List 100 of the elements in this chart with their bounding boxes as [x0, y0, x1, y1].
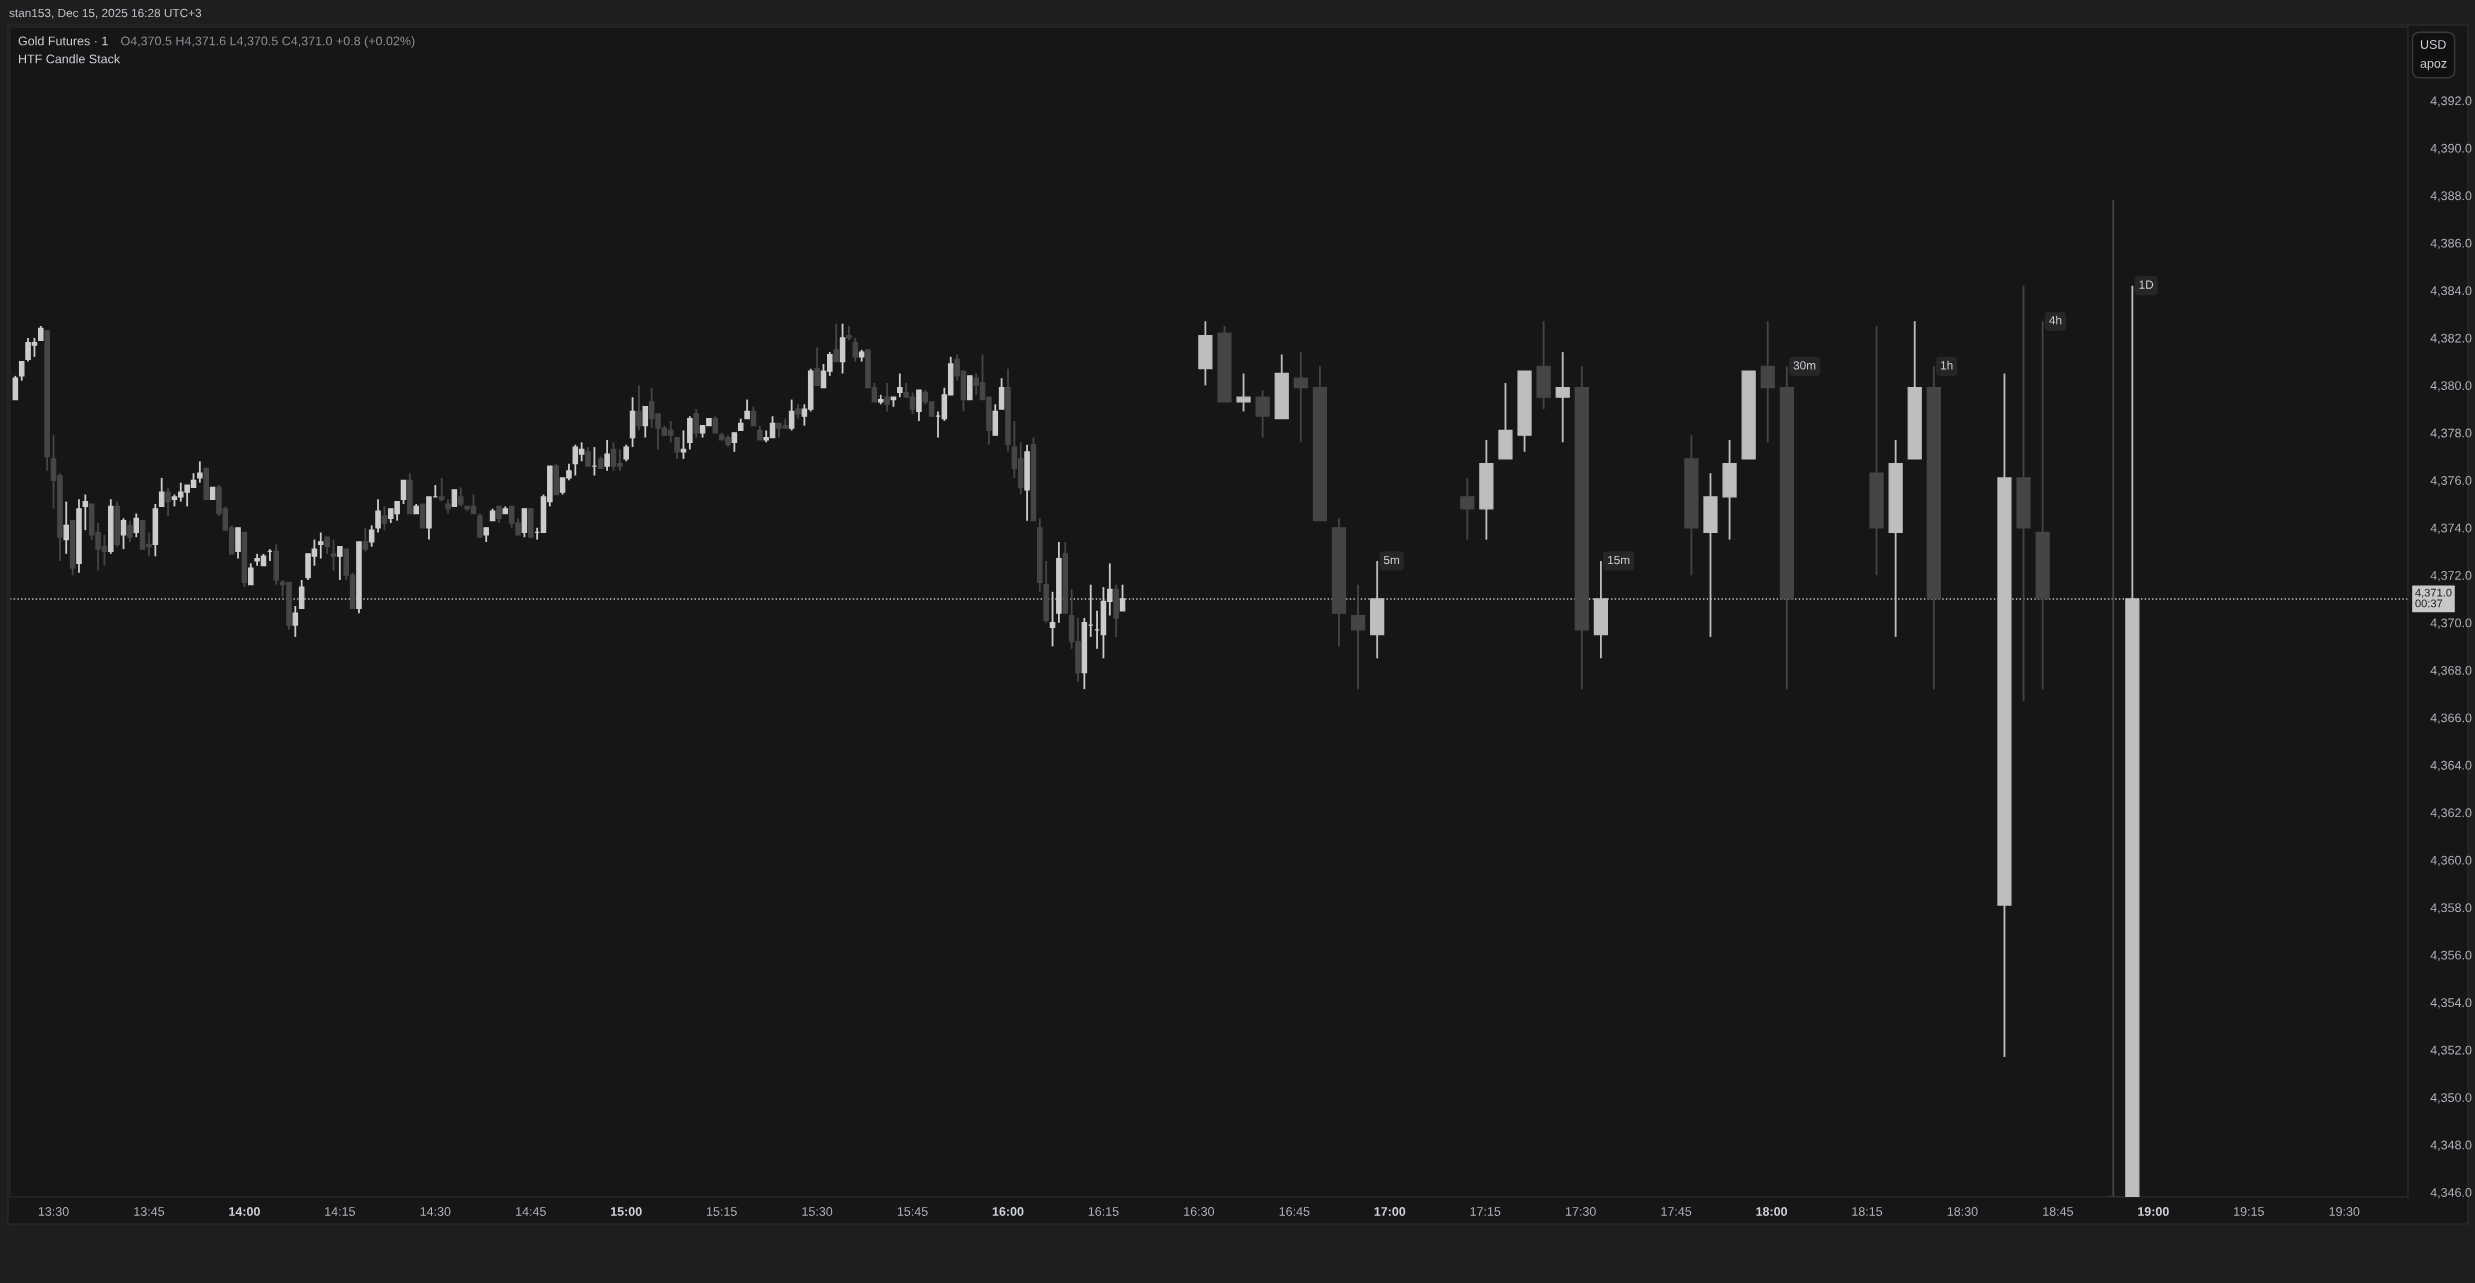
- candlestick: [438, 477, 445, 503]
- candlestick: [636, 384, 642, 432]
- candlestick: [674, 436, 680, 460]
- x-tick-label: 15:15: [706, 1207, 737, 1216]
- x-tick-label: 14:00: [229, 1207, 260, 1216]
- y-tick-label: 4,380.0: [2430, 381, 2472, 392]
- candlestick: [2016, 284, 2031, 702]
- candlestick: [1049, 590, 1056, 648]
- annotation: 30m: [1793, 361, 1816, 370]
- candlestick: [992, 403, 999, 437]
- y-tick-label: 4,346.0: [2430, 1188, 2472, 1199]
- annotation: 1h: [1940, 360, 1953, 370]
- y-tick-label: 4,374.0: [2430, 523, 2472, 534]
- candlestick: [477, 512, 483, 539]
- y-tick-label: 4,364.0: [2430, 760, 2472, 772]
- candlestick: [1236, 372, 1251, 413]
- x-tick-label: 13:30: [38, 1207, 69, 1216]
- candlestick: [998, 377, 1005, 410]
- y-tick-label: 4,368.0: [2430, 665, 2472, 677]
- annotation: 4h: [2049, 315, 2062, 325]
- candlestick: [744, 398, 750, 420]
- candlestick: [368, 524, 375, 548]
- x-tick-label: 15:00: [611, 1207, 642, 1216]
- candlestick: [1555, 351, 1570, 444]
- y-tick-label: 4,370.0: [2430, 618, 2472, 629]
- candlestick: [2106, 199, 2121, 1197]
- candlestick: [1460, 477, 1475, 541]
- x-tick-label: 16:15: [1088, 1207, 1119, 1216]
- candlestick: [833, 322, 839, 363]
- annotation: 15m: [1608, 555, 1630, 565]
- y-tick-label: 4,356.0: [2430, 950, 2472, 962]
- candlestick: [1350, 583, 1366, 691]
- y-tick-label: 4,366.0: [2430, 713, 2472, 724]
- candlestick: [82, 493, 89, 532]
- x-tick-label: 16:30: [1184, 1207, 1215, 1216]
- x-tick-label: 17:45: [1661, 1207, 1692, 1216]
- candlestick: [375, 498, 381, 534]
- candlestick: [330, 538, 337, 572]
- candlestick: [591, 446, 598, 477]
- y-tick-label: 4,392.0: [2430, 96, 2472, 107]
- candlestick: [916, 389, 922, 422]
- x-tick-label: 18:15: [1852, 1207, 1883, 1216]
- x-tick-label: 18:00: [1756, 1207, 1788, 1216]
- candlestick: [1255, 389, 1270, 439]
- candlestick: [521, 507, 528, 539]
- x-tick-label: 14:30: [420, 1207, 451, 1216]
- candlestick: [63, 500, 70, 555]
- text: stan153, Dec 15, 2025 16:28 UTC+3: [9, 8, 202, 19]
- x-tick-label: 16:00: [992, 1207, 1024, 1216]
- x-tick-label: 15:45: [897, 1207, 928, 1216]
- candlestick: [127, 519, 133, 543]
- x-tick-label: 17:00: [1374, 1207, 1406, 1216]
- candlestick: [18, 360, 25, 382]
- x-tick-label: 15:30: [802, 1207, 833, 1216]
- candlestick: [133, 512, 140, 539]
- candlestick: [604, 439, 610, 472]
- x-tick-label: 19:15: [2234, 1207, 2264, 1216]
- candlestick: [585, 446, 591, 467]
- candlestick: [1760, 320, 1775, 444]
- x-tick-label: 19:30: [2329, 1207, 2360, 1216]
- candlestick: [400, 479, 407, 505]
- candlestick: [693, 408, 699, 439]
- candlestick: [419, 503, 426, 529]
- candlestick: [852, 336, 859, 363]
- candlestick: [197, 460, 203, 484]
- y-tick-label: 4,390.0: [2430, 143, 2472, 155]
- x-tick-label: 17:30: [1565, 1207, 1596, 1216]
- annotation: O4,370.5 H4,371.6 L4,370.5 C4,371.0 +0.8 (+0.02%): [121, 36, 415, 48]
- candlestick: [235, 526, 241, 560]
- candlestick: [457, 486, 464, 508]
- candlestick: [788, 398, 795, 432]
- y-tick-label: 4,382.0: [2430, 333, 2472, 345]
- x-tick-label: 19:00: [2138, 1207, 2169, 1216]
- x-tick-label: 17:15: [1470, 1207, 1501, 1216]
- candlestick: [897, 372, 903, 399]
- text: Gold Futures · 1: [18, 36, 108, 46]
- x-tick-label: 14:45: [516, 1207, 546, 1216]
- x-tick-label: 16:45: [1279, 1207, 1310, 1216]
- x-tick-label: 14:15: [325, 1207, 355, 1216]
- x-tick-label: 13:45: [134, 1207, 165, 1216]
- candlestick: [1293, 351, 1308, 444]
- y-tick-label: 4,350.0: [2430, 1093, 2472, 1104]
- candlestick: [884, 382, 890, 413]
- y-tick-label: 4,358.0: [2430, 903, 2472, 914]
- candlestick: [642, 405, 649, 439]
- y-tick-label: 4,348.0: [2430, 1140, 2472, 1151]
- y-tick-label: 4,388.0: [2430, 191, 2472, 202]
- candlestick: [292, 605, 299, 638]
- y-tick-label: 4,354.0: [2430, 998, 2472, 1009]
- candlestick: [731, 431, 738, 453]
- y-tick-label: 4,386.0: [2430, 238, 2472, 250]
- candlestick: [814, 346, 820, 387]
- candlestick: [381, 505, 388, 532]
- candlestick: [317, 531, 324, 560]
- candlestick: [120, 517, 127, 551]
- y-tick-label: 4,360.0: [2430, 855, 2472, 867]
- annotation: 1D: [2139, 280, 2154, 289]
- candlestick: [337, 545, 343, 581]
- y-tick-label: 4,384.0: [2430, 286, 2472, 297]
- candlestick: [248, 562, 254, 586]
